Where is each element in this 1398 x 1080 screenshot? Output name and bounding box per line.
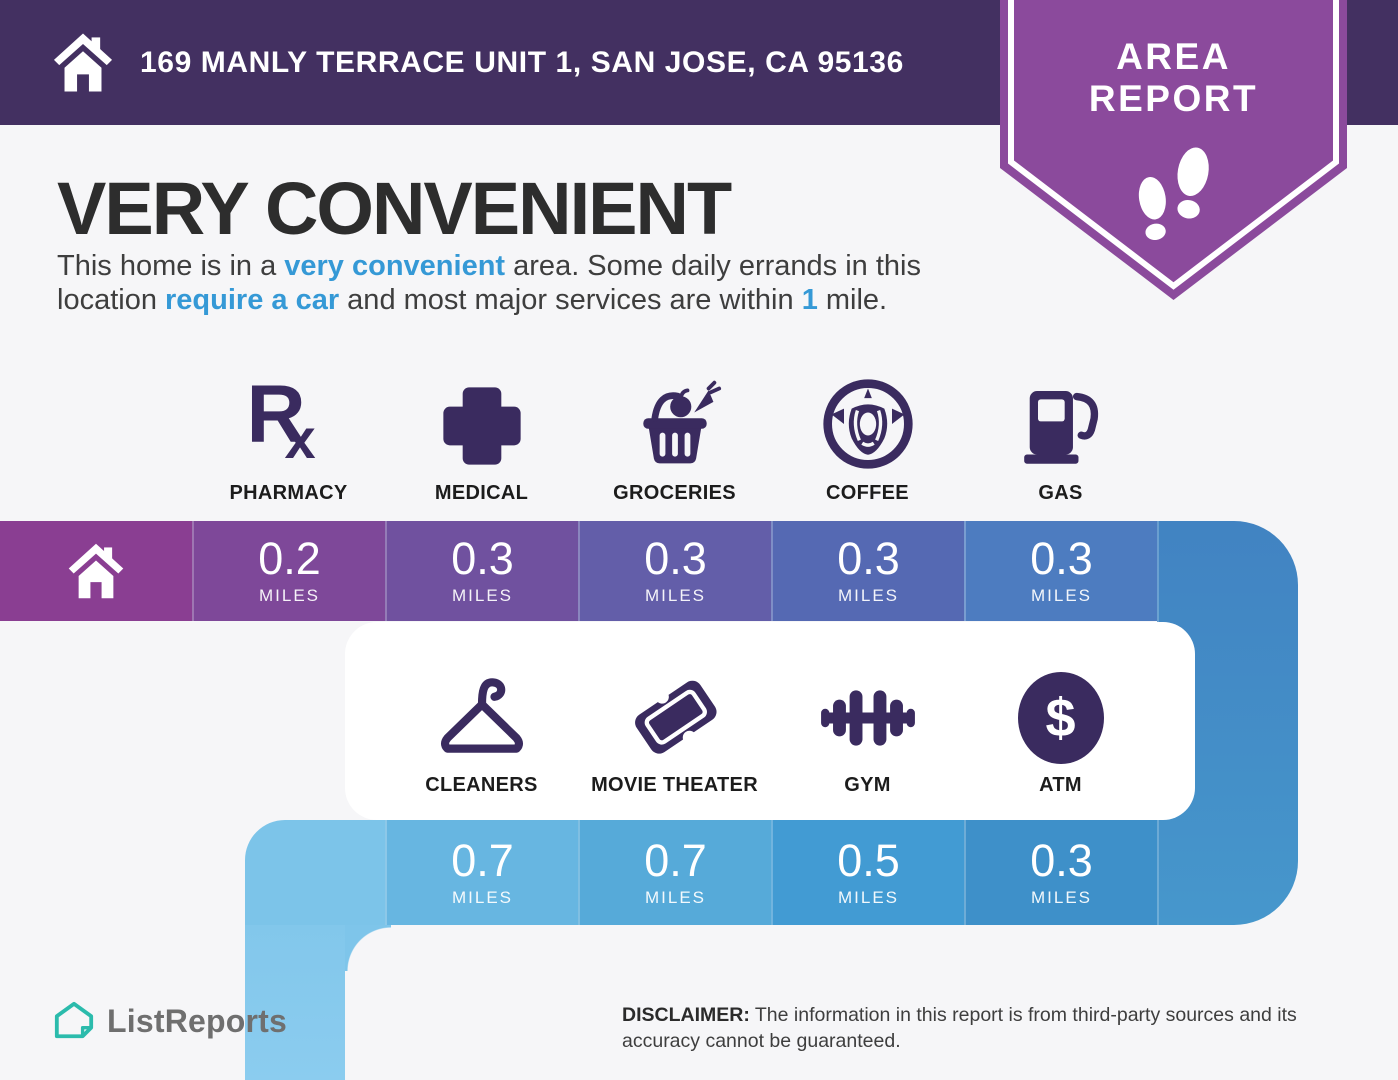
- rx-pharmacy-icon: R x: [241, 369, 337, 472]
- badge-title-line1: AREA: [1116, 36, 1231, 77]
- distance-cell-groceries: 0.3 MILES: [578, 521, 771, 621]
- distance-unit: MILES: [837, 887, 900, 907]
- distance-value: 0.3: [451, 533, 514, 584]
- disclaimer-label: DISCLAIMER:: [622, 1004, 750, 1026]
- rx-letter-r: R: [246, 369, 306, 460]
- description-segment: and most major services are within: [339, 283, 802, 316]
- distance-unit: MILES: [837, 586, 900, 605]
- description-segment: mile.: [817, 283, 888, 316]
- dumbbell-icon: [820, 690, 915, 746]
- distance-unit: MILES: [451, 887, 514, 907]
- grocery-basket-icon: [642, 380, 721, 464]
- badge-title: AREA REPORT: [1000, 36, 1347, 120]
- page-title: VERY CONVENIENT: [57, 167, 732, 250]
- poi-cleaners: CLEANERS: [385, 668, 578, 797]
- distance-value: 0.3: [644, 533, 707, 584]
- listreports-house-icon: [54, 1001, 94, 1039]
- poi-label: MEDICAL: [434, 482, 529, 504]
- description-highlight: very convenient: [284, 250, 506, 282]
- disclaimer-text: The information in this report is from t…: [622, 1004, 1297, 1053]
- dollar-glyph: $: [1045, 688, 1076, 748]
- distance-cell-pharmacy: 0.2 MILES: [192, 521, 385, 621]
- path-inner-corner: [345, 925, 391, 971]
- description-segment: This home is in a: [57, 250, 285, 282]
- distance-unit: MILES: [644, 887, 707, 907]
- poi-movie-theater: MOVIE THEATER: [578, 668, 771, 797]
- badge-title-line2: REPORT: [1088, 77, 1259, 119]
- starbucks-coffee-icon: [822, 379, 913, 469]
- poi-coffee: COFFEE: [771, 376, 964, 505]
- poi-gas: GAS: [964, 376, 1157, 505]
- description-highlight: 1: [801, 283, 818, 316]
- poi-label: CLEANERS: [425, 774, 538, 796]
- distance-cell-gas: 0.3 MILES: [964, 521, 1157, 621]
- poi-label: GYM: [844, 774, 891, 796]
- poi-label: GAS: [1038, 482, 1083, 504]
- distance-value: 0.3: [1030, 834, 1093, 886]
- medical-cross-icon: [442, 387, 521, 465]
- listreports-logo: ListReports: [53, 1000, 287, 1042]
- poi-label: COFFEE: [826, 482, 909, 504]
- poi-label: ATM: [1039, 774, 1082, 796]
- poi-label: GROCERIES: [613, 482, 736, 504]
- path-home-block: [0, 521, 192, 621]
- poi-atm: $ ATM: [964, 668, 1157, 797]
- distance-cell-medical: 0.3 MILES: [385, 521, 578, 621]
- distance-value: 0.2: [258, 533, 321, 584]
- summary-description: This home is in a very convenient area. …: [57, 250, 997, 317]
- poi-groceries: GROCERIES: [578, 376, 771, 505]
- footprints-icon: [1138, 147, 1209, 241]
- area-report-badge: AREA REPORT: [1000, 0, 1347, 300]
- distance-unit: MILES: [451, 586, 514, 605]
- distance-unit: MILES: [258, 586, 321, 605]
- movie-ticket-icon: [634, 680, 717, 754]
- distance-value: 0.5: [837, 834, 900, 886]
- header-home-icon: [53, 33, 113, 92]
- rx-letter-x: x: [284, 407, 316, 470]
- poi-gym: GYM: [771, 668, 964, 797]
- badge-border: [1008, 0, 1339, 290]
- distance-cell-cleaners: 0.7 MILES: [385, 820, 578, 925]
- poi-pharmacy: R x PHARMACY: [192, 369, 385, 505]
- distance-unit: MILES: [644, 586, 707, 605]
- gas-pump-icon: [1023, 391, 1098, 464]
- path-bottom-column: [245, 925, 345, 1080]
- description-segment: area. Some daily errands in this locatio…: [57, 250, 921, 316]
- poi-medical: MEDICAL: [385, 376, 578, 505]
- distance-unit: MILES: [1030, 887, 1093, 907]
- hanger-icon: [440, 678, 523, 753]
- distance-cell-gym: 0.5 MILES: [771, 820, 964, 925]
- listreports-wordmark: ListReports: [107, 1002, 287, 1039]
- distance-cell-movie-theater: 0.7 MILES: [578, 820, 771, 925]
- distance-value: 0.7: [451, 834, 514, 886]
- poi-label: MOVIE THEATER: [591, 774, 758, 796]
- distance-cell-coffee: 0.3 MILES: [771, 521, 964, 621]
- description-highlight: require a car: [165, 283, 340, 316]
- distance-value: 0.3: [837, 533, 900, 584]
- distance-value: 0.7: [644, 834, 707, 886]
- disclaimer: DISCLAIMER: The information in this repo…: [622, 1002, 1352, 1055]
- home-icon: [68, 543, 124, 599]
- dollar-circle-icon: $: [1017, 672, 1104, 764]
- distance-cell-atm: 0.3 MILES: [964, 820, 1157, 925]
- distance-unit: MILES: [1030, 586, 1093, 605]
- property-address: 169 MANLY TERRACE UNIT 1, SAN JOSE, CA 9…: [140, 45, 904, 79]
- path-left-turn: [245, 820, 385, 925]
- distance-value: 0.3: [1030, 533, 1093, 584]
- poi-label: PHARMACY: [229, 482, 348, 504]
